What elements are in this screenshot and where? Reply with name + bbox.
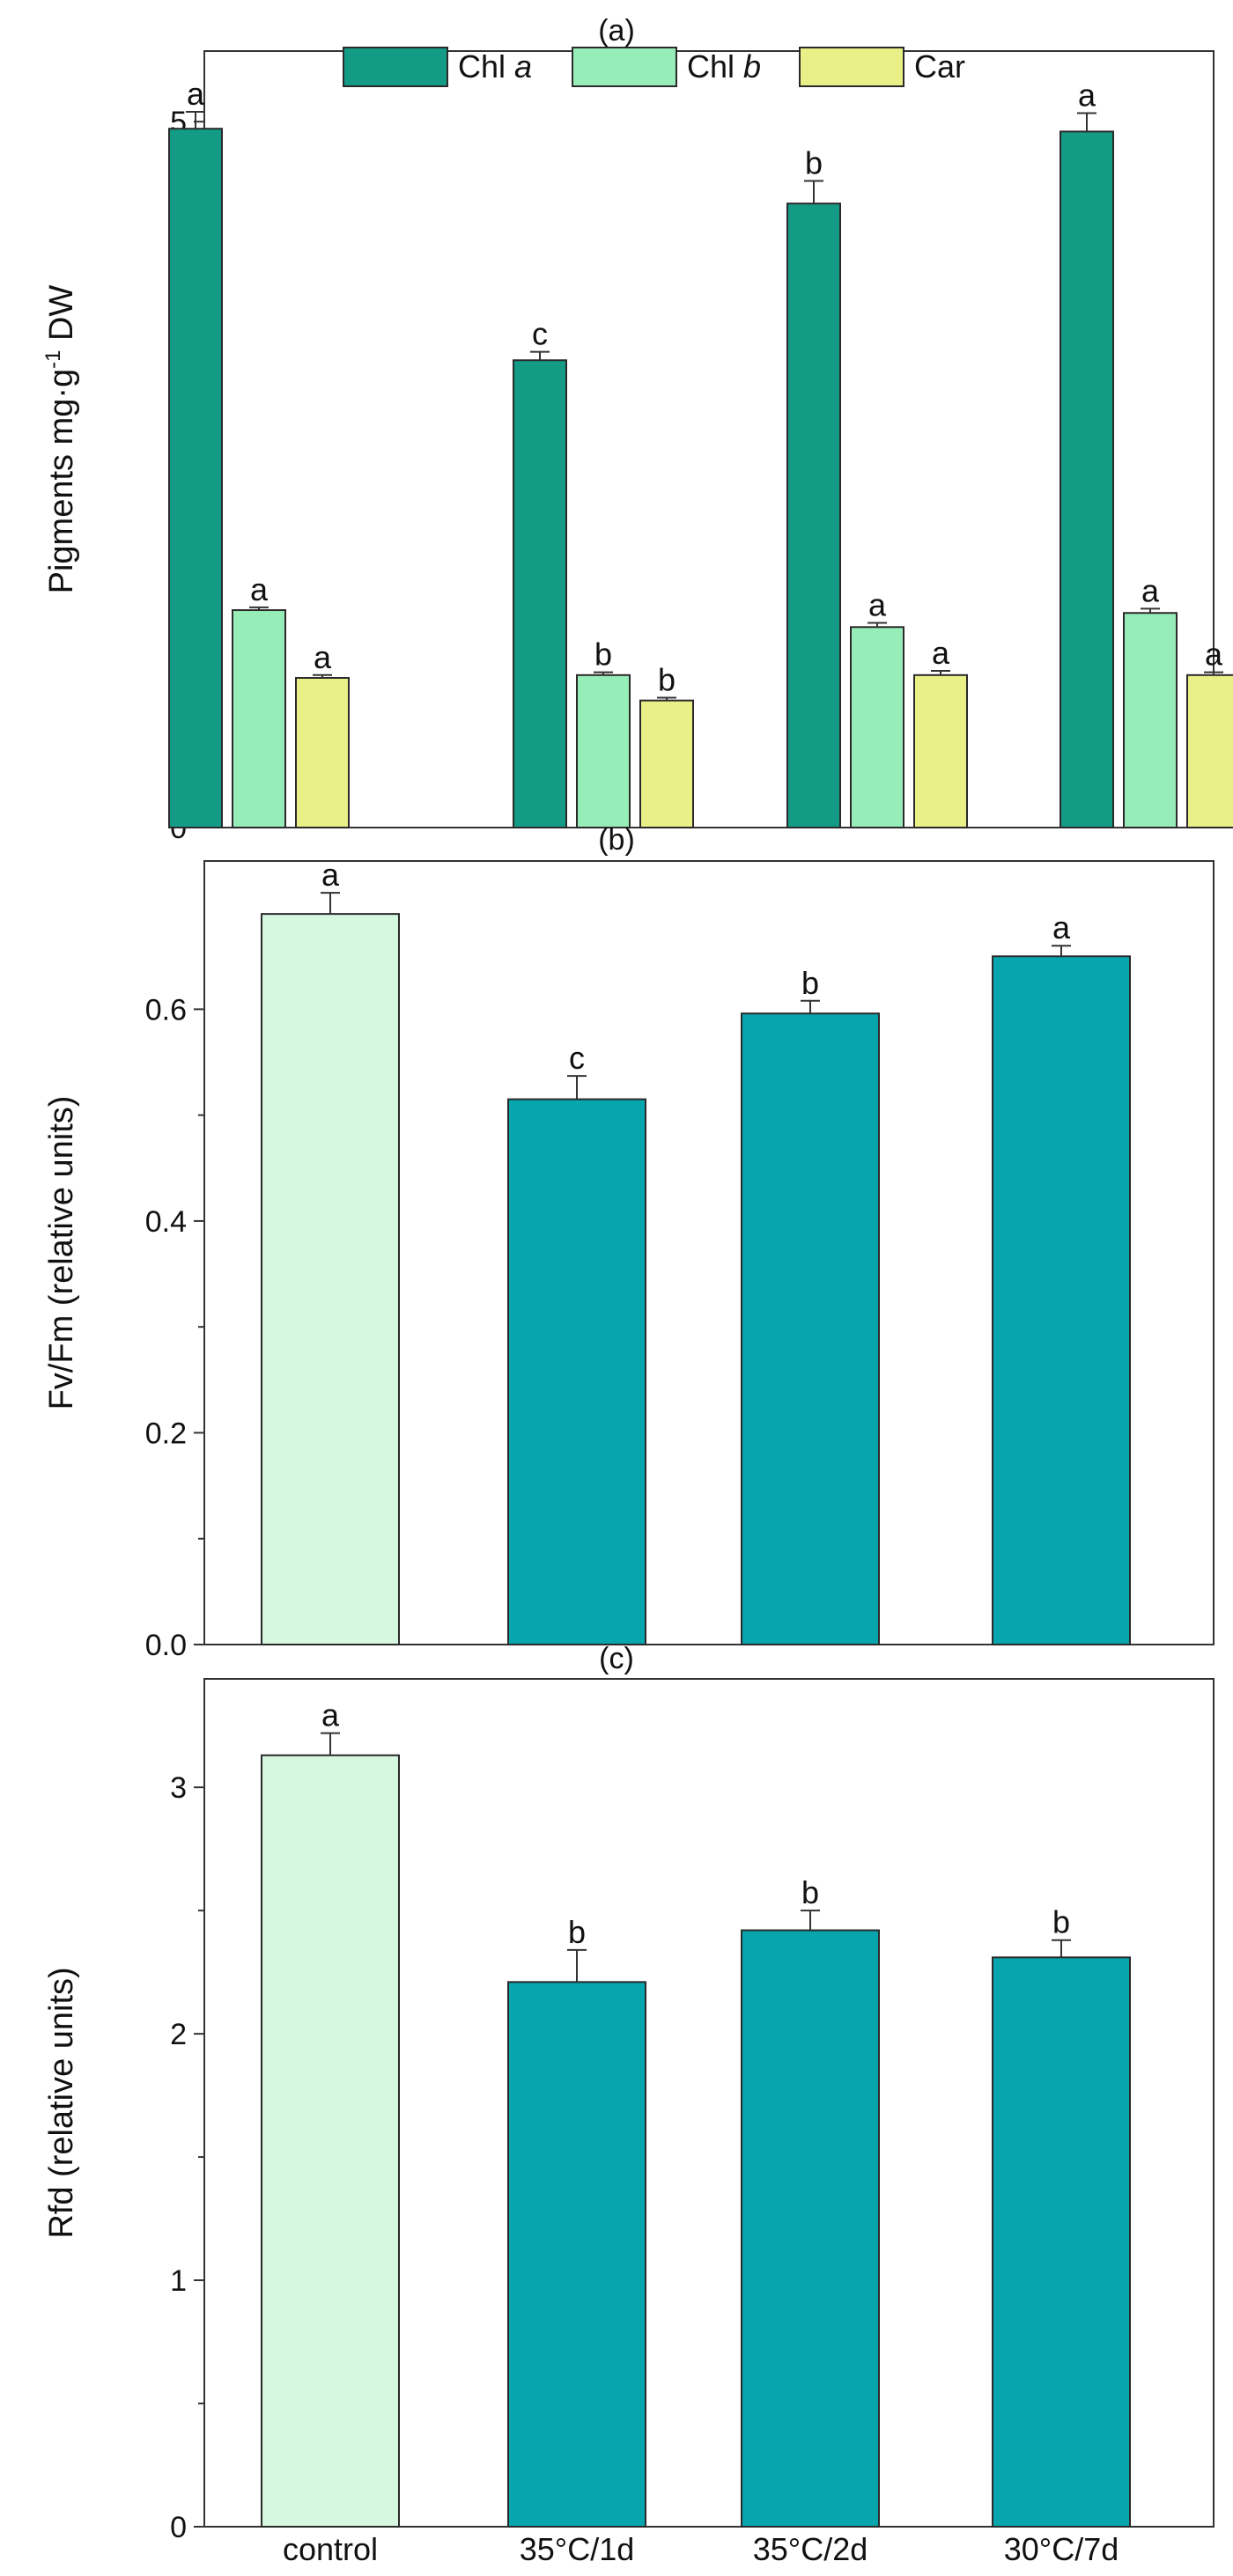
significance-letter: b <box>568 1914 586 1950</box>
y-tick-label: 0.0 <box>145 1629 187 1662</box>
bar-a-s2-c1 <box>639 699 694 828</box>
bar-a-s0-c3 <box>1059 130 1114 828</box>
significance-letter: a <box>250 571 269 607</box>
x-category-label: control <box>283 2531 378 2567</box>
significance-letter: b <box>805 145 823 181</box>
y-axis-title-c: Rfd (relative units) <box>43 1967 80 2238</box>
bar-c-c3 <box>992 1956 1131 2528</box>
significance-letter: c <box>532 316 548 352</box>
panel-title-a: (a) <box>598 14 635 48</box>
bar-a-s2-c2 <box>913 673 968 828</box>
significance-letter: c <box>569 1040 585 1076</box>
y-axis-title-superscript: -1 <box>41 350 65 368</box>
significance-letter: b <box>658 661 676 697</box>
bar-c-c0 <box>261 1754 400 2528</box>
legend-name-italic: b <box>743 48 761 85</box>
significance-letter: b <box>801 965 819 1001</box>
bar-a-s1-c2 <box>850 626 904 828</box>
legend-name: Car <box>914 48 965 85</box>
significance-letter: a <box>868 586 887 622</box>
bar-a-s2-c3 <box>1186 673 1233 828</box>
significance-letter: a <box>1078 77 1096 114</box>
y-tick-label: 0.6 <box>145 993 187 1027</box>
legend-swatch-1 <box>572 47 677 87</box>
y-axis-title-b: Fv/Fm (relative units) <box>43 1096 80 1410</box>
legend-swatch-2 <box>799 47 904 87</box>
y-tick-label: 0.2 <box>145 1417 187 1450</box>
bar-a-s1-c1 <box>576 673 631 828</box>
legend-label-2: Car <box>914 48 965 85</box>
y-tick-label: 3 <box>170 1771 187 1805</box>
plot-frame-b <box>203 860 1215 1645</box>
significance-letter: a <box>1141 572 1160 608</box>
y-axis-title-a: Pigments mg·g-1 DW <box>41 284 80 593</box>
y-tick-label: 1 <box>170 2264 187 2298</box>
bar-b-c0 <box>261 913 400 1645</box>
significance-letter: a <box>321 1697 340 1733</box>
legend-name: Chl <box>458 48 514 85</box>
significance-letter: a <box>1052 909 1071 946</box>
bar-c-c2 <box>741 1929 880 2528</box>
x-category-label: 35°C/2d <box>753 2531 868 2567</box>
y-axis-title-unit: DW <box>43 284 80 350</box>
panel-title-c: (c) <box>599 1642 634 1675</box>
y-axis-title-main: Pigments mg·g <box>43 369 80 594</box>
bar-a-s1-c0 <box>232 609 286 828</box>
bar-a-s2-c0 <box>295 677 350 828</box>
bar-a-s1-c3 <box>1123 612 1178 828</box>
significance-letter: b <box>594 637 612 673</box>
y-tick-label: 2 <box>170 2018 187 2051</box>
significance-letter: b <box>801 1874 819 1910</box>
legend-label-0: Chl a <box>458 48 532 85</box>
y-tick-label: 0.4 <box>145 1205 187 1239</box>
x-category-label: 30°C/7d <box>1004 2531 1119 2567</box>
legend-swatch-0 <box>343 47 448 87</box>
legend-label-1: Chl b <box>687 48 761 85</box>
bar-b-c2 <box>741 1012 880 1645</box>
bar-a-s0-c2 <box>786 202 841 828</box>
panel-title-b: (b) <box>598 823 635 857</box>
bar-a-s0-c1 <box>513 359 567 828</box>
bar-b-c3 <box>992 955 1131 1646</box>
significance-letter: a <box>314 639 332 675</box>
legend-name-italic: a <box>514 48 532 85</box>
significance-letter: a <box>932 635 950 671</box>
y-tick-label: 0 <box>170 2511 187 2544</box>
legend-name: Chl <box>687 48 743 85</box>
plot-frame-c <box>203 1678 1215 2528</box>
bar-c-c1 <box>507 1981 646 2528</box>
bar-b-c1 <box>507 1098 646 1646</box>
significance-letter: a <box>187 76 205 112</box>
significance-letter: a <box>321 857 340 893</box>
significance-letter: b <box>1052 1904 1070 1940</box>
x-category-label: 35°C/1d <box>520 2531 634 2567</box>
significance-letter: a <box>1205 637 1223 673</box>
bar-a-s0-c0 <box>168 128 223 828</box>
